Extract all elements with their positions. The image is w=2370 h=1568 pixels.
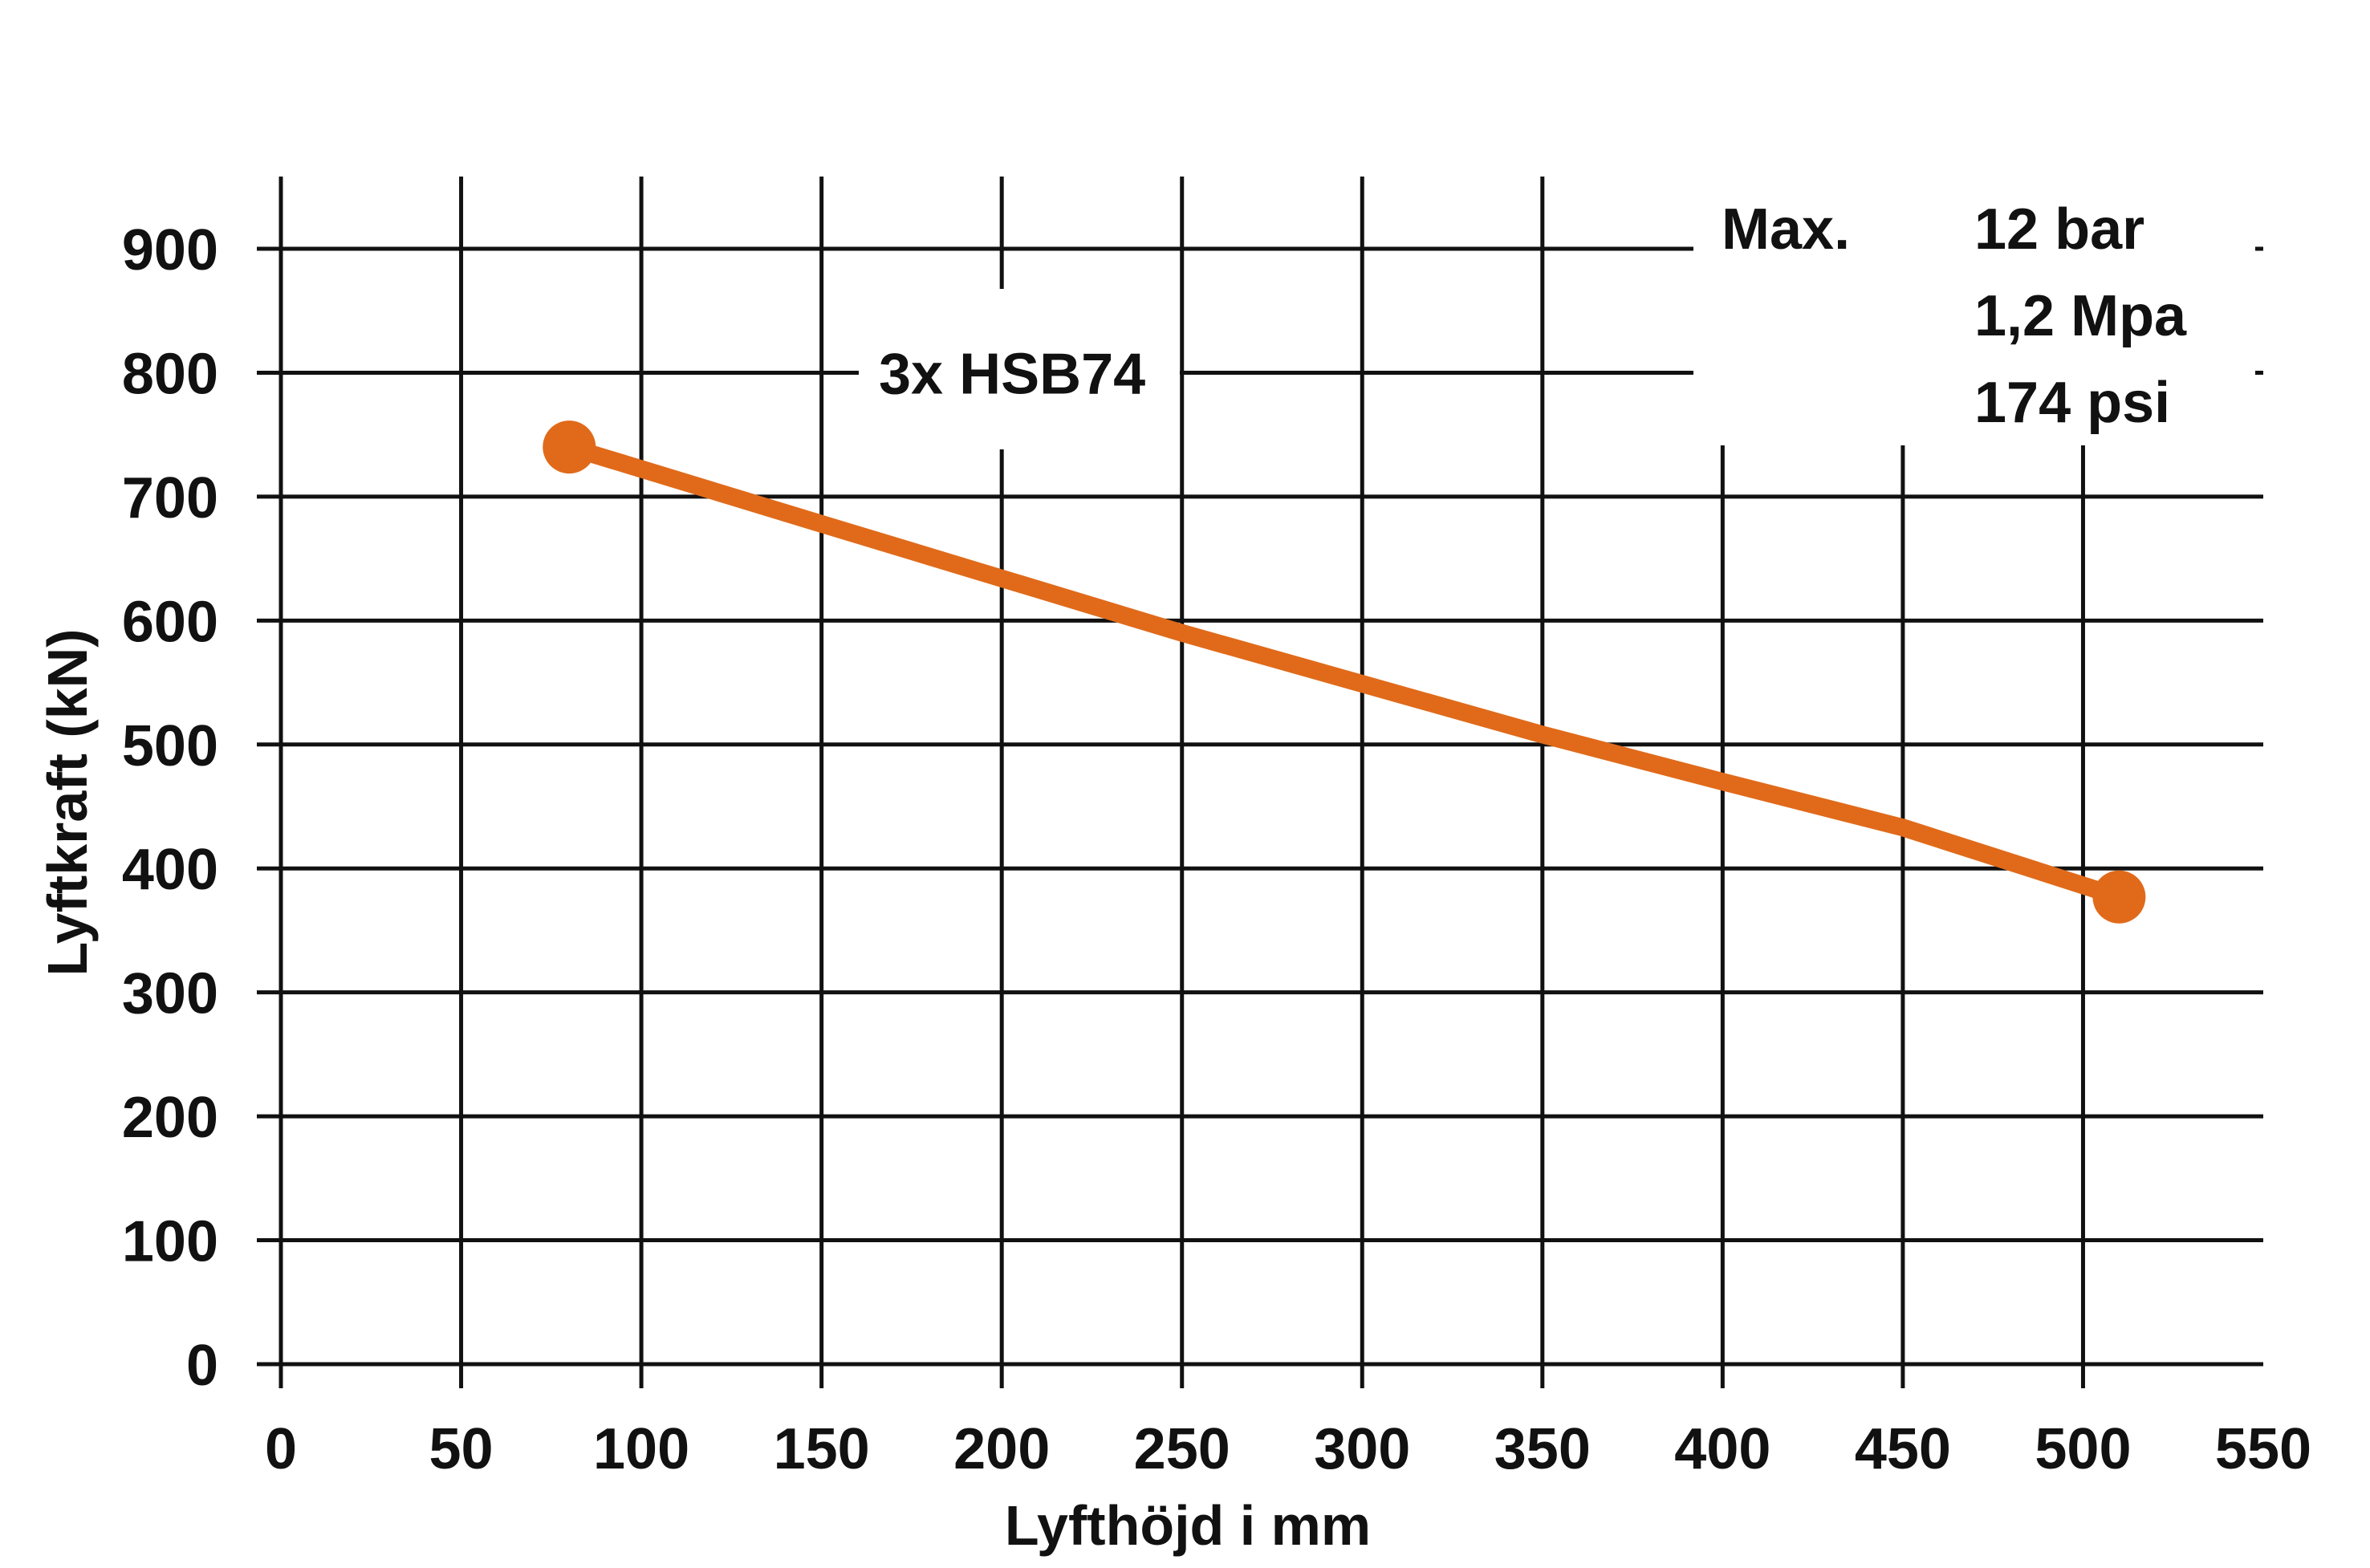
series-endpoint-marker bbox=[543, 420, 596, 474]
tick-labels: 0 50 100 150 200 250 300 350 400 450 500 550 0 100 200… bbox=[122, 218, 2311, 1481]
series-annotation-label: 3x HSB74 bbox=[879, 342, 1145, 406]
x-tick-label: 450 bbox=[1855, 1417, 1951, 1481]
pressure-psi-label: 174 psi bbox=[1974, 371, 2170, 435]
pressure-bar-label: 12 bar bbox=[1974, 197, 2144, 262]
x-tick-label: 150 bbox=[774, 1417, 870, 1481]
x-tick-label: 100 bbox=[593, 1417, 689, 1481]
series-label-background bbox=[859, 289, 1180, 449]
y-tick-label: 100 bbox=[122, 1210, 218, 1274]
x-tick-label: 550 bbox=[2215, 1417, 2311, 1481]
series-line bbox=[560, 438, 2128, 906]
pressure-box-background bbox=[1693, 160, 2255, 445]
x-axis-title: Lyfthöjd i mm bbox=[1005, 1494, 1371, 1557]
y-tick-label: 0 bbox=[186, 1334, 218, 1398]
x-tick-label: 300 bbox=[1314, 1417, 1410, 1481]
x-tick-label: 50 bbox=[429, 1417, 493, 1481]
x-tick-label: 500 bbox=[2035, 1417, 2131, 1481]
x-tick-label: 250 bbox=[1134, 1417, 1230, 1481]
y-tick-label: 900 bbox=[122, 218, 218, 282]
y-tick-label: 400 bbox=[122, 838, 218, 902]
annotation-backgrounds bbox=[859, 160, 2255, 449]
x-tick-label: 350 bbox=[1494, 1417, 1591, 1481]
y-tick-label: 200 bbox=[122, 1086, 218, 1150]
pressure-mpa-label: 1,2 Mpa bbox=[1974, 284, 2187, 348]
series-endpoint-marker bbox=[2092, 870, 2146, 924]
x-tick-label: 0 bbox=[265, 1417, 297, 1481]
y-tick-label: 600 bbox=[122, 590, 218, 654]
x-tick-label: 400 bbox=[1674, 1417, 1770, 1481]
max-label: Max. bbox=[1722, 197, 1850, 262]
y-axis-title: Lyftkraft (kN) bbox=[36, 629, 99, 977]
y-tick-label: 800 bbox=[122, 342, 218, 406]
series-layer bbox=[543, 420, 2146, 924]
annotations: 3x HSB74 Max. 12 bar 1,2 Mpa 174 psi bbox=[879, 197, 2187, 435]
y-tick-label: 300 bbox=[122, 962, 218, 1026]
y-tick-label: 500 bbox=[122, 714, 218, 778]
x-tick-label: 200 bbox=[953, 1417, 1050, 1481]
y-tick-label: 700 bbox=[122, 466, 218, 530]
